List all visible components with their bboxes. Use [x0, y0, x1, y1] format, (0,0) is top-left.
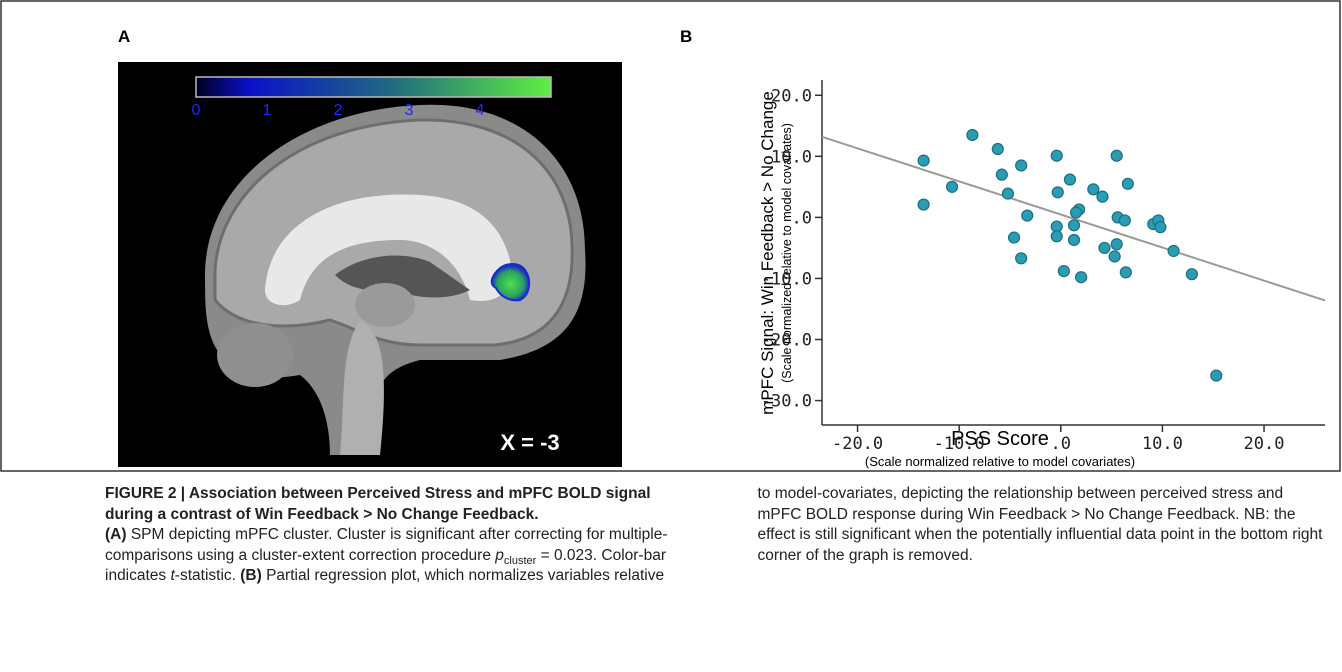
point: [1109, 251, 1120, 262]
point: [1088, 184, 1099, 195]
y-tick-label: 20.0: [771, 86, 812, 106]
point: [1120, 267, 1131, 278]
colorbar-tick-label: 4: [476, 102, 485, 119]
x-tick-label: 20.0: [1244, 434, 1285, 454]
point: [1016, 160, 1027, 171]
brain-image: [118, 62, 622, 467]
point: [1168, 245, 1179, 256]
point: [967, 129, 978, 140]
colorbar-tick-label: 0: [192, 102, 201, 119]
y-tick-label: 10.0: [771, 147, 812, 167]
colorbar-tick-label: 3: [405, 102, 414, 119]
point: [1022, 210, 1033, 221]
caption-title: FIGURE 2 | Association between Perceived…: [105, 484, 678, 525]
point: [1071, 207, 1082, 218]
colorbar-tick-label: 2: [334, 102, 343, 119]
point: [1211, 370, 1222, 381]
point: [1111, 239, 1122, 250]
colorbar-tick-label: 1: [263, 102, 272, 119]
point: [1069, 234, 1080, 245]
x-tick-label: -20.0: [832, 434, 883, 454]
point: [1119, 215, 1130, 226]
point: [1051, 150, 1062, 161]
caption: FIGURE 2 | Association between Perceived…: [105, 484, 1330, 587]
trend-line: [822, 137, 1325, 301]
scatter-plot: 20.0 10.0 .0 -10.0 -20.0 -30.0 -20.0 -10.0 .0 10.…: [761, 80, 1325, 454]
x-tick-label: 10.0: [1142, 434, 1183, 454]
x-axis-sublabel: (Scale normalized relative to model cova…: [865, 454, 1135, 469]
point: [1097, 191, 1108, 202]
x-tick-label: .0: [1051, 434, 1071, 454]
y-tick-label: -10.0: [761, 269, 812, 289]
y-axis-label: mPFC Signal: Win Feedback > No Change: [758, 91, 777, 415]
point: [947, 181, 958, 192]
caption-text: (A): [105, 526, 127, 543]
y-tick-label: .0: [792, 208, 812, 228]
point: [1058, 266, 1069, 277]
point: [1016, 253, 1027, 264]
point: [996, 169, 1007, 180]
slice-label: X = -3: [500, 430, 559, 455]
point: [1111, 150, 1122, 161]
x-tick-label: -10.0: [934, 434, 985, 454]
point: [918, 155, 929, 166]
point: [992, 144, 1003, 155]
caption-text: -statistic.: [175, 567, 240, 584]
caption-text: (B): [240, 567, 262, 584]
y-tick-label: -30.0: [761, 392, 812, 412]
point: [918, 199, 929, 210]
caption-text: cluster: [504, 555, 536, 567]
caption-text: p: [495, 547, 504, 564]
point: [1064, 174, 1075, 185]
point: [1052, 187, 1063, 198]
point: [1186, 269, 1197, 280]
point: [1069, 220, 1080, 231]
point: [1009, 232, 1020, 243]
point: [1051, 231, 1062, 242]
panel-label: B: [680, 27, 692, 46]
figure: A 0 1 2 3 4 X = -3 B mPFC Signal: Win Feedba…: [0, 0, 1342, 480]
point: [1002, 188, 1013, 199]
point: [1076, 272, 1087, 283]
point: [1122, 178, 1133, 189]
point: [1155, 222, 1166, 233]
point: [1099, 242, 1110, 253]
page: A 0 1 2 3 4 X = -3 B mPFC Signal: Win Feedba…: [0, 0, 1342, 672]
y-tick-label: -20.0: [761, 331, 812, 351]
panel-label: A: [118, 27, 130, 46]
